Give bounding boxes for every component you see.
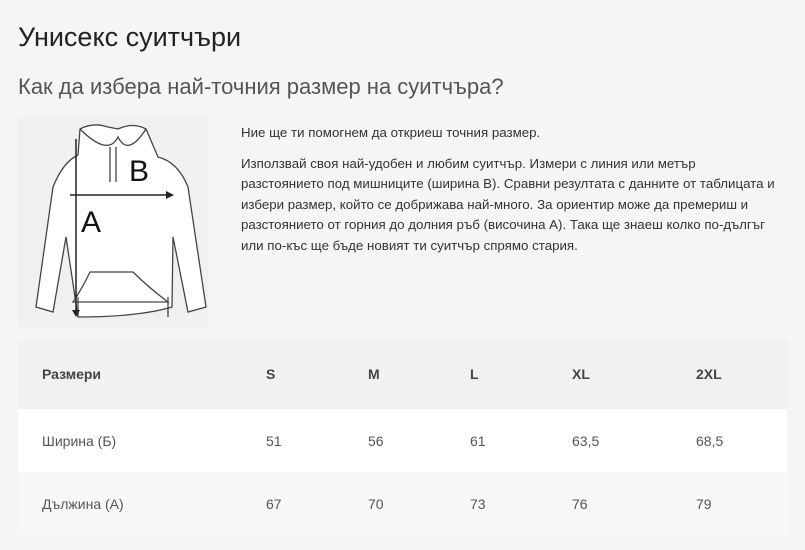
header-xl: XL xyxy=(572,366,590,382)
header-m: M xyxy=(368,366,380,382)
cell: 79 xyxy=(696,495,712,512)
table-row: Дължина (А) 67 70 73 76 79 xyxy=(18,472,787,535)
cell: 76 xyxy=(572,495,588,512)
table-row: Ширина (Б) 51 56 61 63,5 68,5 xyxy=(18,409,787,472)
row-label: Дължина (А) xyxy=(42,495,124,512)
table-header-row: Размери S M L XL 2XL xyxy=(18,339,787,409)
cell: 73 xyxy=(470,495,486,512)
cell: 63,5 xyxy=(572,432,600,449)
header-sizes: Размери xyxy=(42,366,102,382)
header-2xl: 2XL xyxy=(696,366,722,382)
cell: 70 xyxy=(368,495,384,512)
cell: 61 xyxy=(470,432,486,449)
size-guide-text: Ние ще ти помогнем да откриеш точния раз… xyxy=(241,123,781,266)
size-table: Размери S M L XL 2XL Ширина (Б) 51 56 61… xyxy=(18,339,787,535)
header-l: L xyxy=(470,366,479,382)
label-a: A xyxy=(81,206,102,239)
hoodie-measurement-diagram: B A xyxy=(18,117,208,327)
intro-text: Ние ще ти помогнем да откриеш точния раз… xyxy=(241,125,541,140)
page-title: Унисекс суитчъри xyxy=(18,22,242,52)
cell: 68,5 xyxy=(696,432,724,449)
page-subtitle: Как да избера най-точния размер на суитч… xyxy=(18,74,504,99)
header-s: S xyxy=(266,366,276,382)
label-b: B xyxy=(129,155,150,188)
row-label: Ширина (Б) xyxy=(42,432,117,449)
instructions-text: Използвай своя най-удобен и любим суитчъ… xyxy=(241,155,775,253)
cell: 51 xyxy=(266,432,282,449)
cell: 56 xyxy=(368,432,384,449)
cell: 67 xyxy=(266,495,282,512)
